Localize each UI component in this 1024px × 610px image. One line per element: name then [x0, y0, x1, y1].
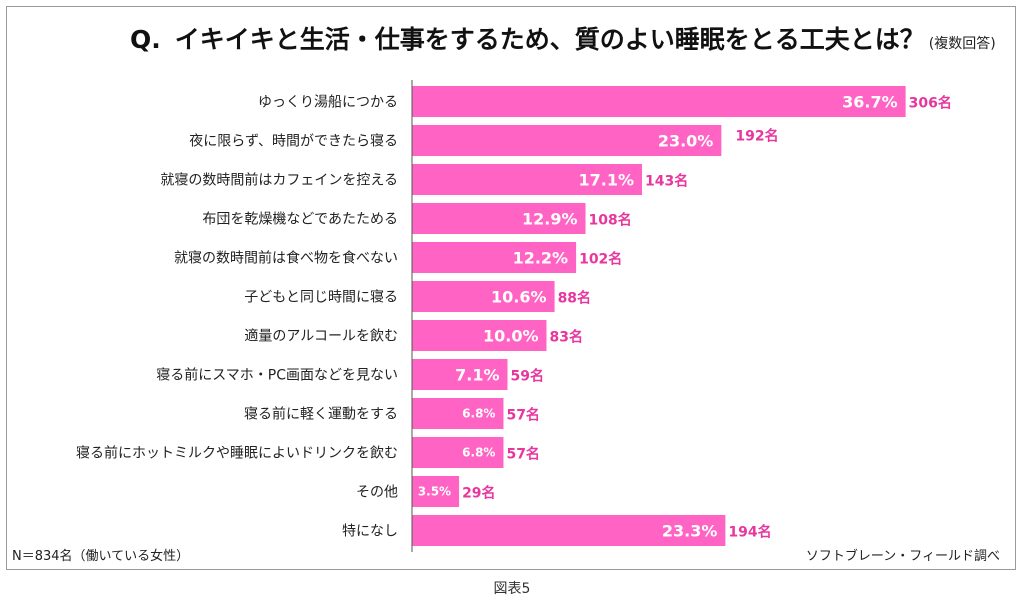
- data-label-count: 29名: [462, 485, 495, 502]
- data-label-percent: 36.7%: [842, 93, 898, 112]
- category-label: 就寝の数時間前はカフェインを控える: [160, 172, 398, 189]
- bar: [412, 86, 906, 117]
- category-label: 特になし: [342, 524, 398, 540]
- data-label-count: 57名: [506, 407, 539, 424]
- category-label: 就寝の数時間前は食べ物を食べない: [174, 250, 398, 267]
- bar: [412, 398, 504, 429]
- bar: [412, 164, 642, 195]
- data-label-count: 143名: [645, 173, 688, 190]
- data-label-percent: 3.5%: [418, 485, 451, 499]
- category-label: その他: [356, 485, 398, 501]
- bar: [412, 125, 722, 156]
- data-label-count: 57名: [506, 446, 539, 463]
- data-label-percent: 6.8%: [462, 446, 495, 460]
- bar: [412, 515, 726, 546]
- category-label: 夜に限らず、時間ができたら寝る: [189, 133, 398, 150]
- data-label-count: 102名: [579, 251, 622, 268]
- data-label-percent: 23.0%: [658, 132, 714, 151]
- category-label: 寝る前に軽く運動をする: [244, 406, 398, 423]
- data-label-percent: 12.2%: [513, 249, 569, 268]
- category-label: 寝る前にホットミルクや睡眠によいドリンクを飲む: [76, 445, 398, 462]
- data-label-count: 88名: [558, 290, 591, 307]
- title-text: イキイキと生活・仕事をするため、質のよい睡眠をとる工夫とは？: [174, 25, 925, 54]
- question-label: Q.: [130, 25, 161, 54]
- sample-size-note: N＝834名（働いている女性）: [12, 549, 190, 564]
- data-label-count: 194名: [728, 524, 771, 541]
- data-label-percent: 23.3%: [662, 522, 718, 541]
- category-label: 布団を乾燥機などであたためる: [202, 212, 398, 228]
- data-label-count: 108名: [589, 212, 632, 229]
- category-label: 子どもと同じ時間に寝る: [244, 289, 398, 306]
- bar: [412, 320, 547, 351]
- data-label-count: 306名: [909, 95, 952, 112]
- data-label-percent: 17.1%: [578, 171, 634, 190]
- bar: [412, 437, 504, 468]
- bar: [412, 476, 460, 507]
- category-label: 適量のアルコールを飲む: [244, 328, 398, 345]
- data-label-count: 83名: [550, 329, 583, 346]
- title-note: (複数回答): [928, 36, 996, 52]
- data-label-percent: 10.6%: [491, 288, 547, 307]
- category-label: 寝る前にスマホ・PC画面などを見ない: [156, 367, 398, 384]
- bar: [412, 281, 555, 312]
- data-label-percent: 6.8%: [462, 407, 495, 421]
- chart-title: Q. イキイキと生活・仕事をするため、質のよい睡眠をとる工夫とは？ (複数回答): [130, 20, 1010, 60]
- data-label-percent: 12.9%: [522, 210, 578, 229]
- source-note: ソフトブレーン・フィールド調べ: [805, 549, 1000, 564]
- data-label-percent: 10.0%: [483, 327, 539, 346]
- data-label-percent: 7.1%: [455, 366, 499, 385]
- bar: [412, 359, 508, 390]
- data-label-count: 59名: [510, 368, 543, 385]
- figure-caption: 図表5: [493, 581, 531, 597]
- bar: [412, 203, 586, 234]
- data-label-count: 192名: [735, 128, 778, 145]
- category-label: ゆっくり湯船につかる: [258, 94, 398, 111]
- bar: [412, 242, 577, 273]
